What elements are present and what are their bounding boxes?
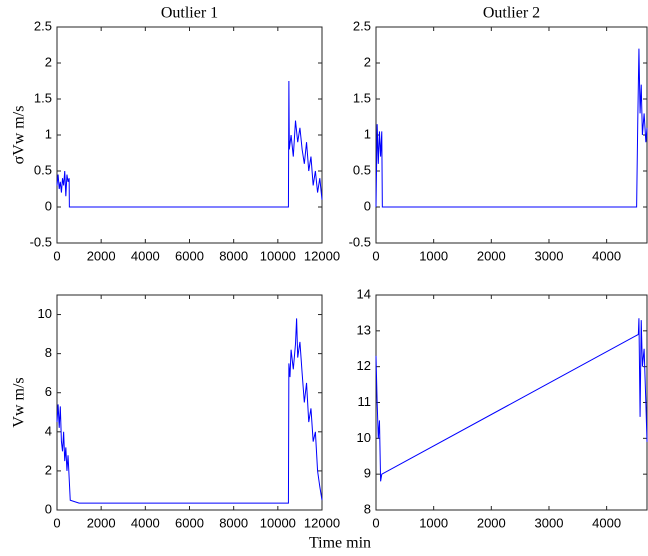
axes-box [375,26,648,244]
x-tick-label: 6000 [175,248,204,263]
axes-box [56,26,323,244]
y-tick-label: 10 [357,430,371,445]
x-tick-label: 12000 [304,248,340,263]
x-tick-label: 1000 [419,248,448,263]
data-line [56,80,323,208]
y-tick-label: -0.5 [349,234,371,249]
y-tick-label: 4 [45,423,52,438]
y-tick-label: 8 [364,501,371,516]
x-tick-label: 2000 [477,248,506,263]
x-tick-label: 3000 [535,248,564,263]
y-tick-label: 9 [364,466,371,481]
y-tick-label: 1.5 [34,90,52,105]
x-tick-label: 0 [372,248,379,263]
subplot-title: Outlier 2 [483,5,540,22]
y-tick-label: 8 [45,345,52,360]
data-line [375,48,648,208]
x-tick-label: 8000 [219,515,248,530]
x-tick-label: 4000 [592,248,621,263]
y-tick-label: 11 [358,394,372,409]
x-tick-label: 12000 [304,515,340,530]
y-tick-label: 1 [45,126,52,141]
x-tick-label: 2000 [477,515,506,530]
data-line [375,318,648,482]
x-axis-label: Time min [309,535,371,552]
x-tick-label: 1000 [419,515,448,530]
y-tick-label: -0.5 [30,234,52,249]
subplot-title: Outlier 1 [161,5,218,22]
x-tick-label: 4000 [131,515,160,530]
y-axis-label: Vw m/s [11,377,28,427]
y-axis-label: σVw m/s [11,106,28,165]
y-tick-label: 2 [45,54,52,69]
y-tick-label: 0 [45,501,52,516]
x-tick-label: 4000 [592,515,621,530]
x-tick-label: 0 [53,248,60,263]
x-tick-label: 0 [53,515,60,530]
y-tick-label: 14 [357,286,371,301]
y-tick-label: 0 [45,198,52,213]
x-tick-label: 2000 [87,248,116,263]
y-tick-label: 6 [45,384,52,399]
y-tick-label: 10 [38,306,52,321]
axes-box [375,294,648,511]
y-tick-label: 0.5 [353,162,371,177]
y-tick-label: 1 [364,126,371,141]
x-tick-label: 0 [372,515,379,530]
y-tick-label: 2 [364,54,371,69]
x-tick-label: 6000 [175,515,204,530]
y-tick-label: 2.5 [34,18,52,33]
y-tick-label: 0.5 [34,162,52,177]
x-tick-label: 8000 [219,248,248,263]
x-tick-label: 3000 [535,515,564,530]
y-tick-label: 1.5 [353,90,371,105]
y-tick-label: 13 [357,322,371,337]
x-tick-label: 4000 [131,248,160,263]
x-tick-label: 10000 [260,515,296,530]
y-tick-label: 12 [357,358,371,373]
y-tick-label: 2.5 [353,18,371,33]
x-tick-label: 10000 [260,248,296,263]
y-tick-label: 2 [45,462,52,477]
y-tick-label: 0 [364,198,371,213]
axes-box [56,294,323,511]
x-tick-label: 2000 [87,515,116,530]
data-line [56,318,323,504]
